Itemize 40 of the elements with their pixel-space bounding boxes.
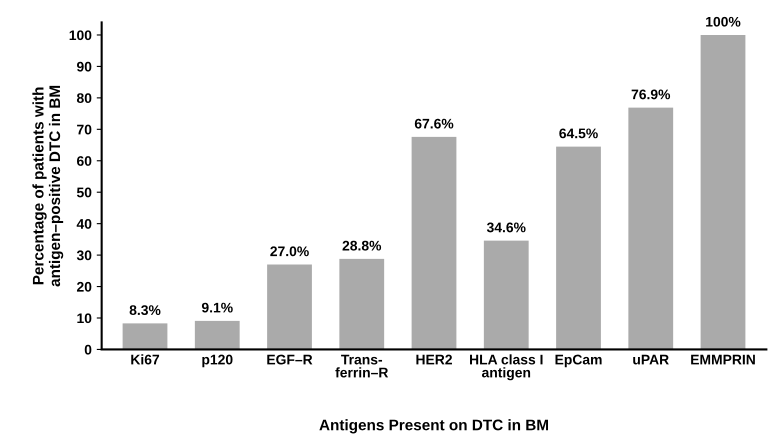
x-tick-label: EpCam bbox=[556, 354, 602, 368]
x-tick-label: HER2 bbox=[416, 354, 452, 364]
x-axis-title: Antigens Present on DTC in BM bbox=[319, 419, 548, 434]
x-tick-label: HLA class I antigen bbox=[470, 354, 543, 380]
y-tick-label: 0 bbox=[84, 344, 92, 355]
y-tick-label: 60 bbox=[77, 156, 92, 166]
y-tick-label: 40 bbox=[76, 218, 92, 229]
bar bbox=[194, 320, 240, 350]
data-label: 64.5% bbox=[559, 128, 598, 138]
bar bbox=[556, 146, 601, 350]
data-label: 9.1% bbox=[202, 302, 233, 313]
x-tick-label: p120 bbox=[202, 354, 233, 368]
y-tick-label: 20 bbox=[76, 282, 92, 292]
data-label: 67.6% bbox=[414, 118, 454, 129]
x-tick-label: Trans- ferrin–R bbox=[335, 354, 388, 378]
x-tick-label: EGF–R bbox=[267, 354, 312, 365]
x-tick-label: Ki67 bbox=[131, 354, 160, 365]
data-label: 76.9% bbox=[632, 89, 670, 100]
bar bbox=[484, 240, 529, 350]
bar bbox=[628, 108, 674, 350]
y-tick-label: 10 bbox=[77, 313, 92, 324]
y-tick-label: 90 bbox=[76, 62, 92, 72]
x-tick-label: uPAR bbox=[633, 354, 669, 365]
y-tick-label: 70 bbox=[77, 124, 92, 134]
bar bbox=[122, 323, 168, 350]
y-tick-label: 50 bbox=[76, 188, 92, 198]
bar bbox=[700, 34, 746, 350]
x-tick-label: EMMPRIN bbox=[691, 354, 755, 364]
data-label: 34.6% bbox=[486, 222, 526, 232]
bar bbox=[339, 258, 384, 350]
data-label: 27.0% bbox=[270, 246, 309, 256]
y-tick-label: 100 bbox=[70, 30, 92, 40]
data-label: 100% bbox=[706, 16, 740, 27]
y-tick-label: 30 bbox=[76, 250, 92, 260]
data-label: 28.8% bbox=[342, 240, 382, 251]
y-tick-label: 80 bbox=[76, 93, 92, 104]
data-label: 8.3% bbox=[130, 305, 160, 316]
y-axis-title: Percentage of patients with antigen–positive DTC in BM bbox=[32, 86, 64, 286]
bar bbox=[412, 136, 456, 350]
bar bbox=[267, 264, 312, 350]
